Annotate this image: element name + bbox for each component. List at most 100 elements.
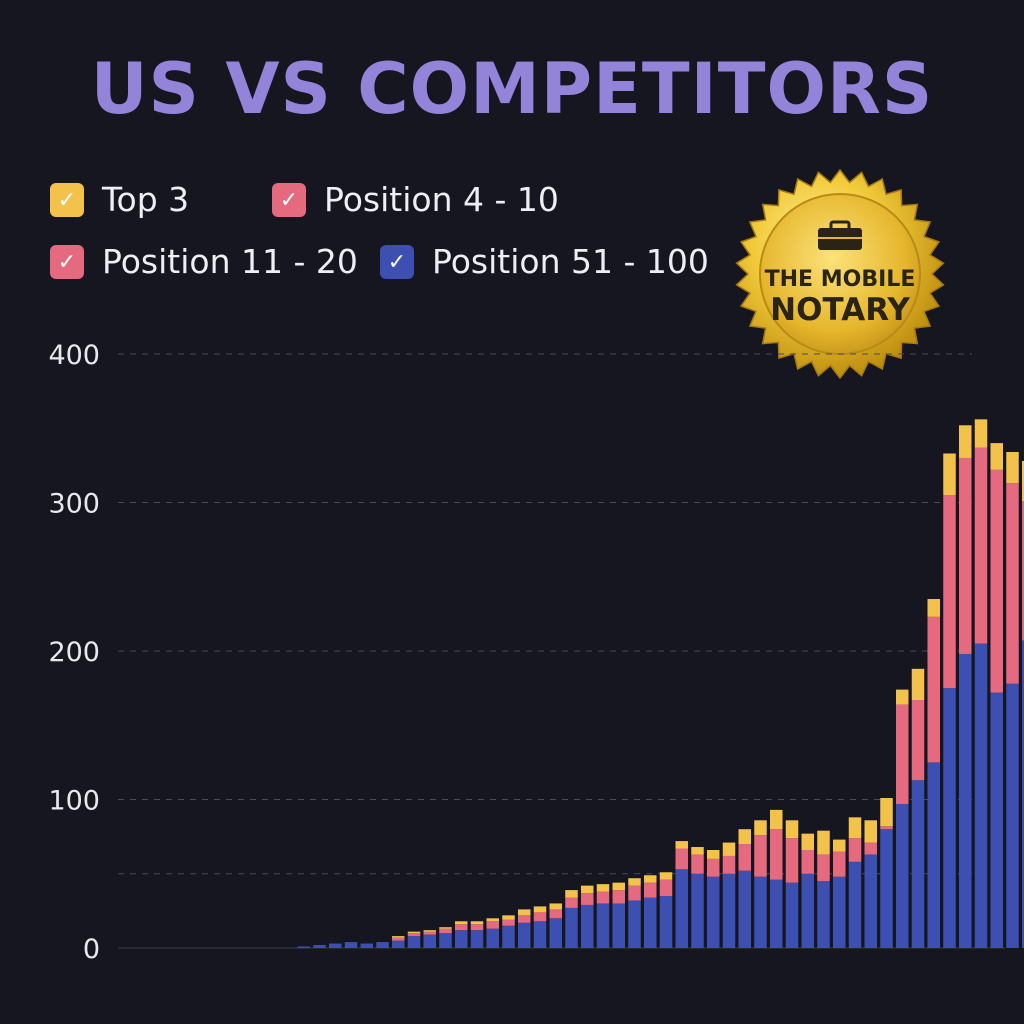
bar-segment [596, 891, 610, 904]
y-tick-label: 100 [48, 786, 100, 817]
bar-segment [407, 931, 421, 934]
bar-segment [423, 930, 436, 932]
bar-segment [864, 842, 877, 855]
bar-segment [817, 830, 830, 855]
bar-segment [486, 918, 499, 922]
bar-segment [1022, 460, 1024, 502]
bar-segment [738, 844, 751, 871]
bar-segment [911, 668, 925, 701]
bar-segment [1022, 640, 1024, 949]
bar-segment [596, 884, 610, 892]
bar-segment [675, 869, 688, 948]
bar-segment [502, 919, 515, 926]
bar-segment [549, 903, 562, 910]
bar-segment [990, 692, 1003, 948]
bar-segment [455, 921, 468, 925]
bar-segment [848, 838, 862, 862]
bar-segment [423, 934, 436, 948]
bar-segment [1006, 452, 1019, 484]
bar-segment [659, 896, 673, 948]
bar-segment [738, 829, 751, 845]
bar-segment [691, 873, 704, 948]
bar-segment [990, 469, 1003, 693]
legend-item-position-51-100[interactable]: ✓ Position 51 - 100 [380, 242, 709, 281]
bar-segment [801, 873, 814, 948]
bar-segment [817, 881, 830, 948]
bar-segment [911, 700, 925, 781]
bar-segment [470, 921, 484, 925]
bar-segment [644, 882, 657, 898]
checkbox-checked-icon[interactable]: ✓ [380, 244, 414, 279]
briefcase-icon [818, 220, 862, 250]
bar-segment [722, 855, 736, 874]
bar-segment [407, 936, 421, 948]
bar-segment [675, 841, 688, 849]
bar-segment [549, 918, 562, 948]
bar-segment [518, 922, 531, 948]
bar-segment [974, 447, 988, 644]
bar-segment [707, 876, 720, 948]
legend: ✓ Top 3 ✓ Position 4 - 10 ✓ Position 11 … [50, 180, 730, 290]
bar-segment [911, 780, 925, 948]
bar-segment [675, 848, 688, 870]
bar-segment [596, 903, 610, 948]
legend-item-position-4-10[interactable]: ✓ Position 4 - 10 [272, 180, 559, 219]
seal-text-line1: THE MOBILE [765, 267, 916, 292]
bar-segment [707, 858, 720, 877]
bar-segment [533, 906, 547, 913]
bar-segment [407, 933, 421, 937]
bar-segment [659, 872, 673, 880]
stacked-bar-chart: 0 100 200 300 400 [48, 340, 1024, 965]
legend-label: Top 3 [102, 180, 190, 219]
bar-segment [691, 854, 704, 874]
bar-segment [1006, 483, 1019, 684]
bar-segment [833, 839, 846, 852]
bar-segment [785, 820, 799, 839]
bar-segment [817, 854, 830, 882]
bar-segment [722, 873, 736, 948]
bar-segment [770, 829, 783, 880]
bar-segment [754, 835, 767, 877]
bar-segment [502, 925, 515, 949]
bar-segment [644, 875, 657, 883]
bar-segment [848, 817, 862, 839]
bar-segment [801, 833, 814, 850]
bar-segment [470, 930, 484, 948]
bar-segment [455, 924, 468, 931]
bar-segment [581, 893, 594, 905]
y-axis: 0 100 200 300 400 [48, 340, 100, 965]
bar-segment [423, 931, 436, 935]
bar-segment [959, 457, 972, 654]
legend-item-top-3[interactable]: ✓ Top 3 [50, 180, 189, 219]
checkbox-checked-icon[interactable]: ✓ [50, 182, 84, 217]
bar-segment [502, 915, 515, 920]
bar-segment [486, 921, 499, 929]
seal-text-line2: NOTARY [770, 292, 910, 328]
bar-segment [785, 838, 799, 883]
bar-segment [659, 879, 673, 897]
bar-segment [738, 870, 751, 948]
bar-segment [612, 890, 625, 904]
bar-segment [644, 897, 657, 948]
y-tick-label: 200 [48, 637, 100, 668]
bar-segment [833, 876, 846, 948]
bar-segment [581, 904, 594, 948]
bar-segment [533, 921, 547, 948]
legend-item-position-11-20[interactable]: ✓ Position 11 - 20 [50, 242, 358, 281]
legend-label: Position 11 - 20 [102, 242, 358, 281]
bar-segment [486, 928, 499, 948]
bar-segment [722, 842, 736, 856]
bar-segment [943, 495, 956, 689]
bar-segment [880, 826, 893, 830]
bar-segment [754, 876, 767, 948]
bar-segment [581, 885, 594, 894]
checkbox-checked-icon[interactable]: ✓ [50, 244, 84, 279]
bar-segment [974, 643, 988, 949]
bar-segment [848, 861, 862, 948]
y-tick-label: 0 [83, 934, 100, 965]
bar-segment [518, 915, 531, 923]
bar-segment [392, 936, 405, 938]
bar-segment [943, 453, 956, 496]
checkbox-checked-icon[interactable]: ✓ [272, 182, 306, 217]
bar-segment [959, 653, 972, 948]
